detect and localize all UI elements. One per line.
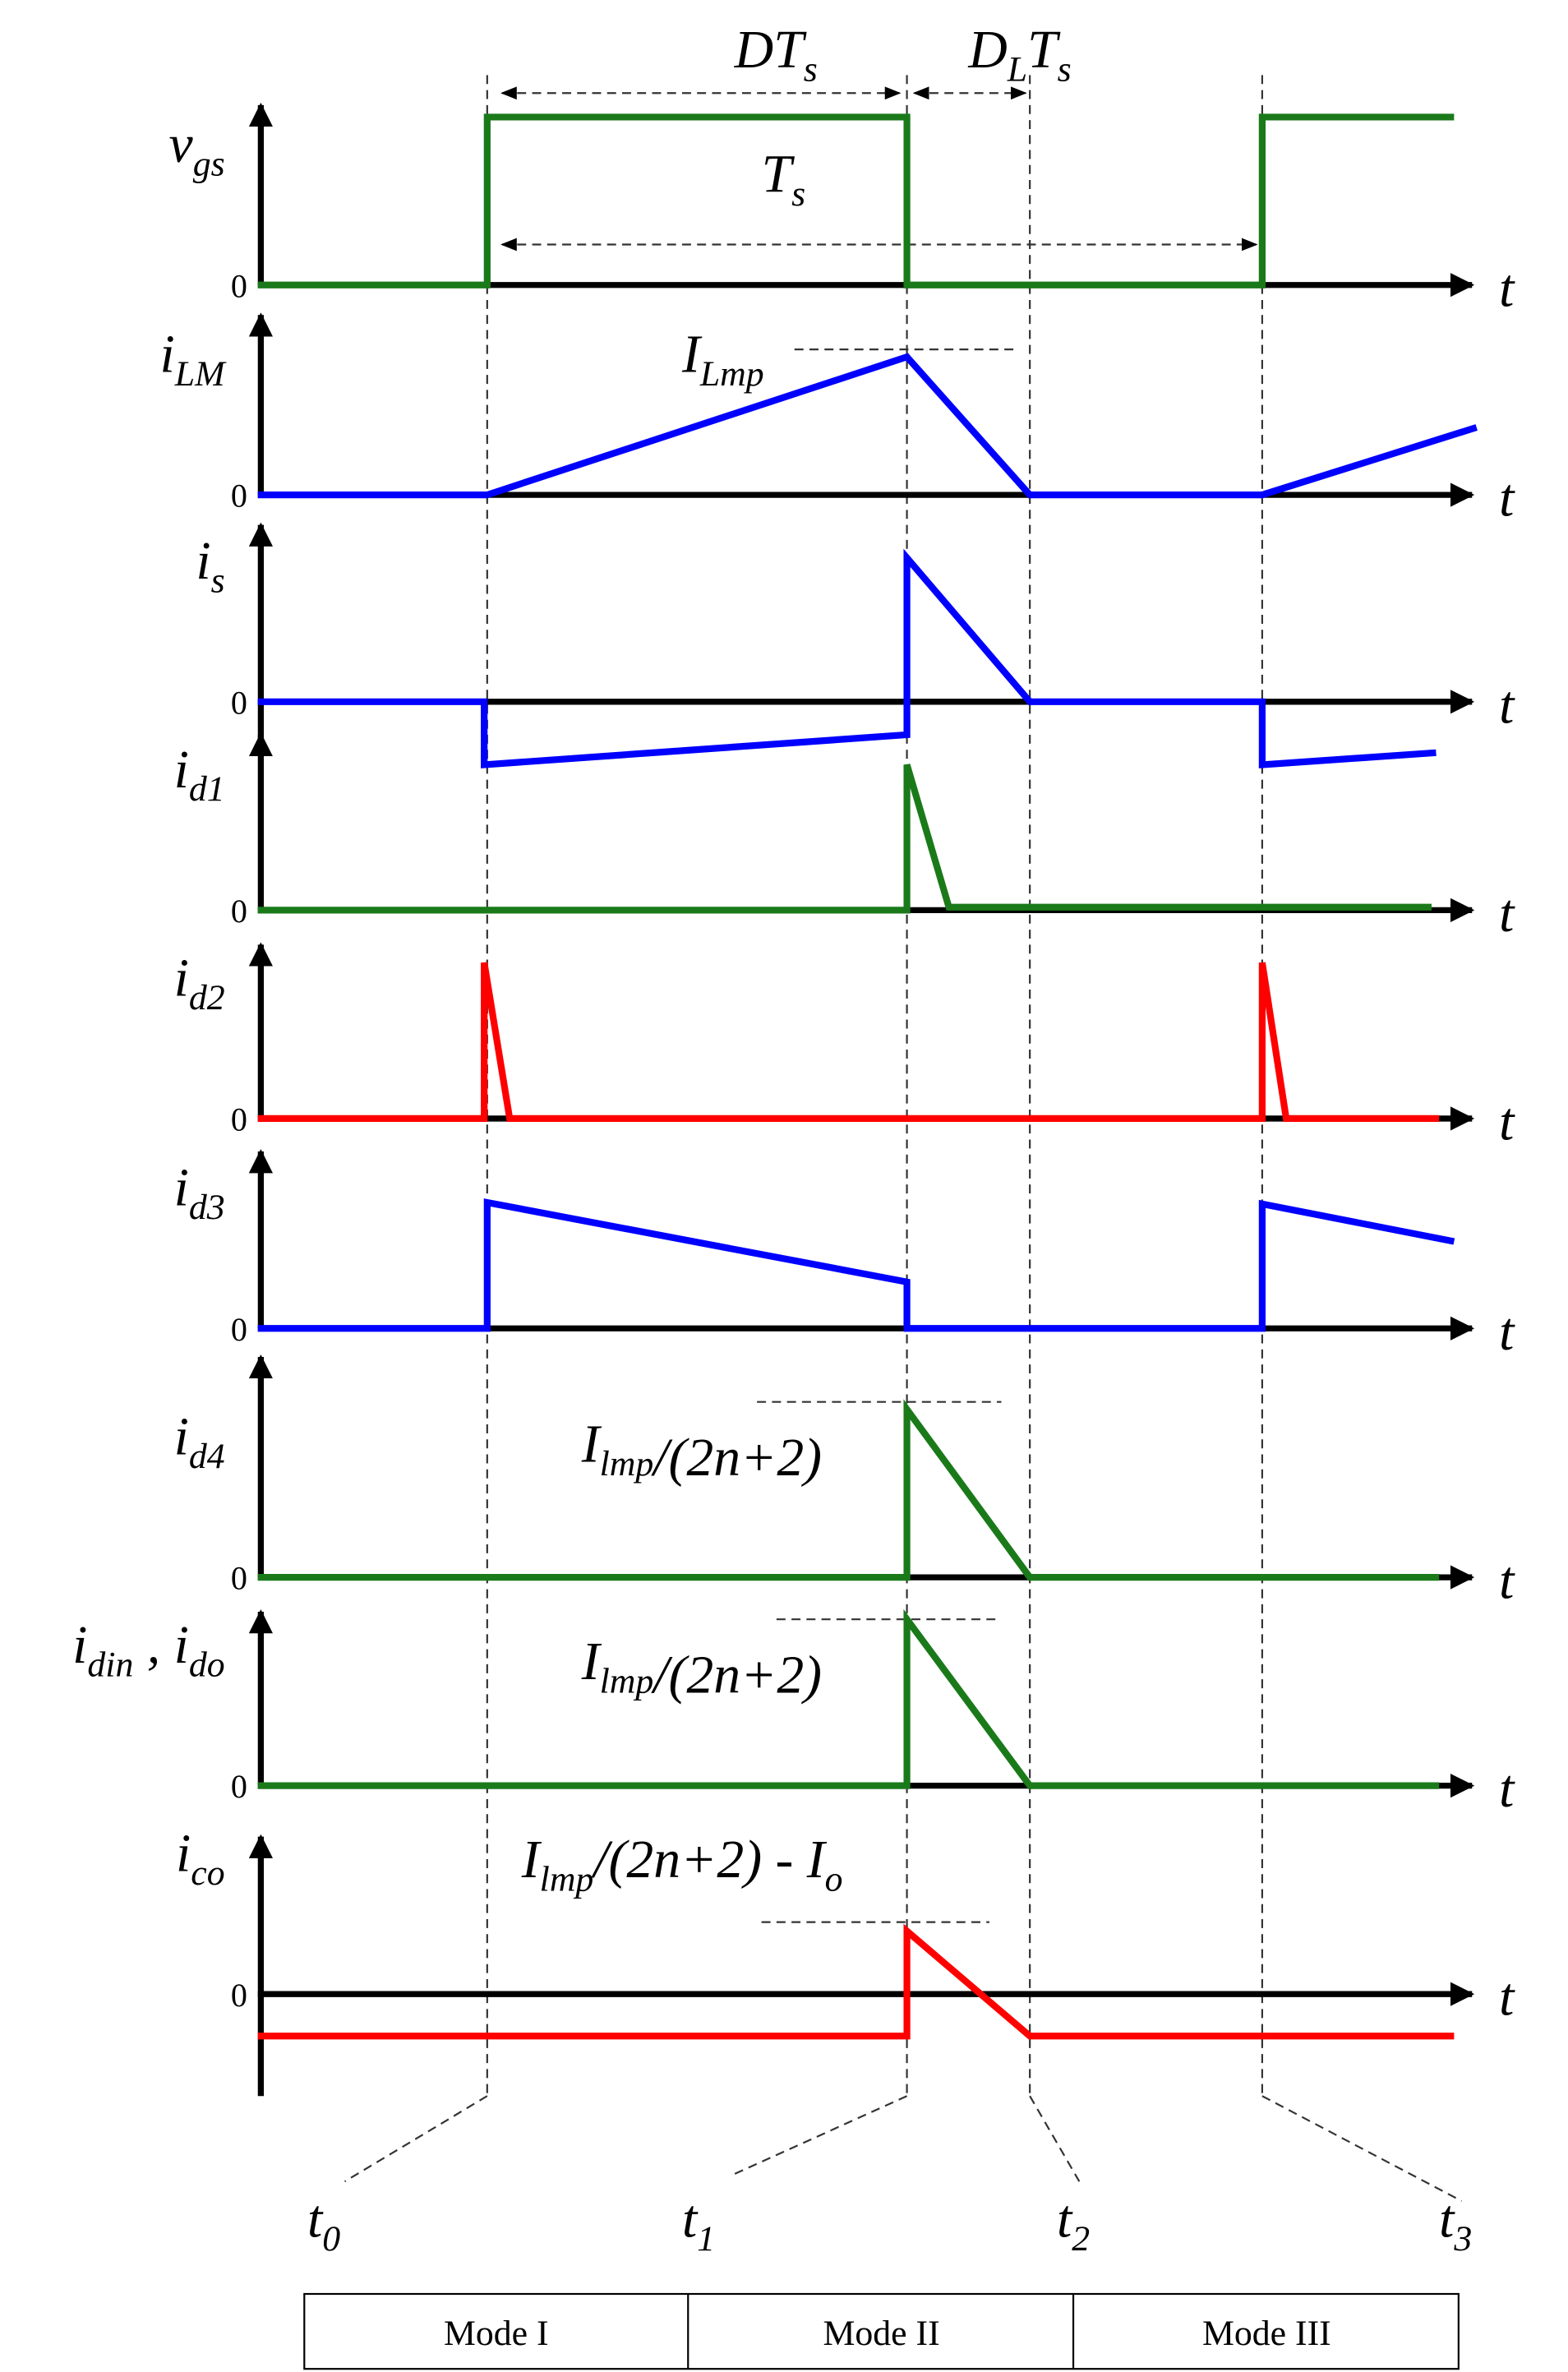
axis-label: t bbox=[1499, 884, 1515, 944]
label-sub: L bbox=[1007, 50, 1027, 90]
label-base: i bbox=[196, 531, 210, 591]
zero-label: 0 bbox=[231, 893, 247, 930]
label-base: /(2n+2) bbox=[650, 1645, 822, 1705]
label-sub: gs bbox=[193, 145, 225, 184]
label-base: i bbox=[72, 1615, 87, 1675]
timing-lines bbox=[344, 75, 1462, 2202]
label-base: /(2n+2) bbox=[650, 1428, 822, 1488]
label: idin , ido bbox=[72, 1615, 224, 1684]
mode-table bbox=[303, 2292, 1460, 2370]
label-sub: d4 bbox=[189, 1437, 225, 1476]
label: Ilmp/(2n+2) bbox=[581, 1631, 822, 1705]
label-base: /(2n+2) - I bbox=[590, 1830, 827, 1890]
label-sub: 1 bbox=[697, 2219, 715, 2259]
label-base: T bbox=[762, 145, 796, 205]
mode-label: Mode III bbox=[1202, 2314, 1331, 2353]
label-base: , i bbox=[133, 1615, 188, 1675]
label-sub: lmp bbox=[600, 1444, 654, 1484]
label-base: T bbox=[1027, 20, 1061, 80]
label: DLTs bbox=[967, 20, 1071, 89]
mode-label: Mode I bbox=[444, 2314, 549, 2353]
label-base: I bbox=[521, 1830, 542, 1890]
label: t1 bbox=[682, 2190, 715, 2259]
label: t3 bbox=[1439, 2190, 1472, 2259]
label: iLM bbox=[160, 325, 228, 394]
axis-label: t bbox=[1499, 1091, 1515, 1151]
label-base: t bbox=[1439, 2190, 1455, 2250]
label: id4 bbox=[174, 1407, 225, 1476]
label: Ts bbox=[762, 145, 806, 214]
zero-label: 0 bbox=[231, 1768, 247, 1805]
label-sub: d1 bbox=[189, 769, 225, 809]
label-base: t bbox=[682, 2190, 699, 2250]
label-sub: lmp bbox=[600, 1662, 654, 1701]
label: is bbox=[196, 531, 224, 600]
label-sub: co bbox=[191, 1853, 224, 1893]
label-base: i bbox=[174, 1407, 189, 1467]
label-base: v bbox=[169, 114, 194, 174]
axis-label: t bbox=[1499, 1759, 1515, 1819]
label-base: DT bbox=[734, 20, 807, 80]
axis-label: t bbox=[1499, 1302, 1515, 1362]
label-base: i bbox=[160, 325, 175, 385]
label-sub: d2 bbox=[189, 978, 225, 1018]
label-sub: lmp bbox=[540, 1859, 594, 1899]
axis-label: t bbox=[1499, 258, 1515, 318]
label: ico bbox=[176, 1824, 225, 1893]
zero-label: 0 bbox=[231, 1101, 247, 1138]
label-base: t bbox=[307, 2190, 324, 2250]
label-sub: s bbox=[211, 561, 225, 601]
label-base: t bbox=[1057, 2190, 1073, 2250]
label: id1 bbox=[174, 740, 225, 809]
label-base: i bbox=[174, 1158, 189, 1218]
label-base: I bbox=[581, 1631, 602, 1691]
label: t0 bbox=[307, 2190, 340, 2259]
label-sub: d3 bbox=[189, 1188, 225, 1227]
zero-label: 0 bbox=[231, 1977, 247, 2014]
label: DTs bbox=[734, 20, 818, 89]
label-sub: s bbox=[804, 50, 818, 90]
label: ILmp bbox=[681, 325, 764, 394]
label-sub: s bbox=[1058, 50, 1072, 90]
label-sub: din bbox=[87, 1645, 133, 1684]
axis-label: t bbox=[1499, 675, 1515, 735]
label-base: i bbox=[176, 1824, 191, 1884]
label-sub: do bbox=[189, 1645, 225, 1684]
label-sub: o bbox=[825, 1859, 843, 1899]
axis-label: t bbox=[1499, 1551, 1515, 1611]
label: t2 bbox=[1057, 2190, 1090, 2259]
label-sub: Lmp bbox=[699, 354, 764, 394]
zero-label: 0 bbox=[231, 1311, 247, 1348]
label: id3 bbox=[174, 1158, 225, 1227]
label: Ilmp/(2n+2) - Io bbox=[521, 1830, 843, 1899]
label-sub: 3 bbox=[1453, 2219, 1472, 2259]
zero-label: 0 bbox=[231, 478, 247, 515]
zero-label: 0 bbox=[231, 684, 247, 721]
label-base: I bbox=[681, 325, 703, 385]
mode-label: Mode II bbox=[823, 2314, 939, 2353]
label-sub: 0 bbox=[322, 2219, 340, 2259]
label-sub: s bbox=[791, 174, 805, 214]
label-sub: 2 bbox=[1072, 2219, 1090, 2259]
axis-label: t bbox=[1499, 468, 1515, 528]
axis-label: t bbox=[1499, 1968, 1515, 2028]
label: vgs bbox=[169, 114, 225, 183]
label: id2 bbox=[174, 948, 225, 1017]
label: Ilmp/(2n+2) bbox=[581, 1414, 822, 1488]
label-base: i bbox=[174, 948, 189, 1008]
label-sub: LM bbox=[174, 354, 227, 394]
label-base: I bbox=[581, 1414, 602, 1474]
label-base: i bbox=[174, 740, 189, 800]
zero-label: 0 bbox=[231, 267, 247, 304]
label-base: D bbox=[967, 20, 1007, 80]
zero-label: 0 bbox=[231, 1560, 247, 1597]
